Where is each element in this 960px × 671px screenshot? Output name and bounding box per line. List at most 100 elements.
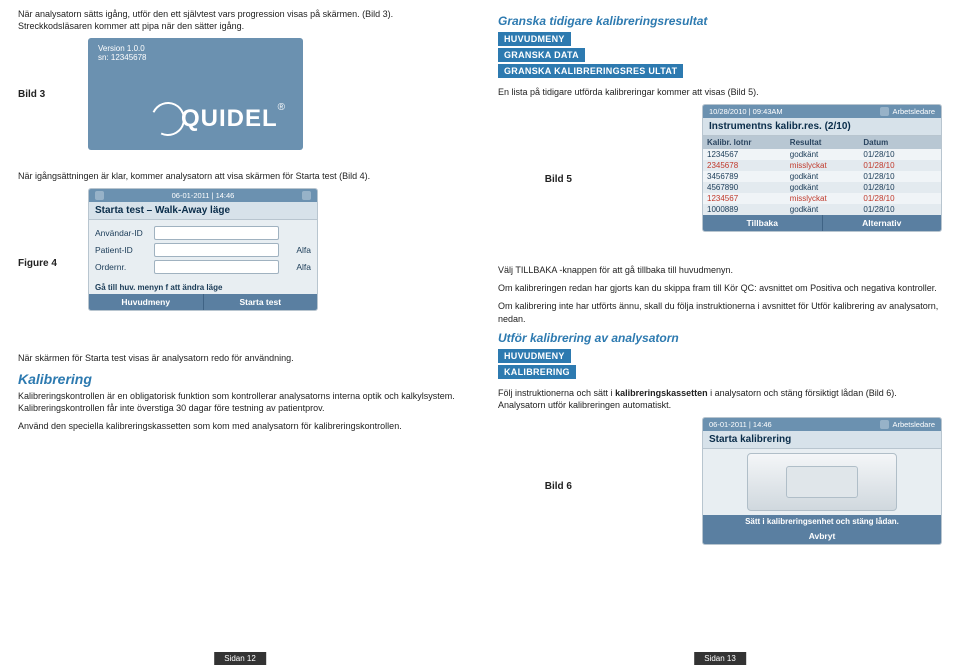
after-menu2-text: Följ instruktionerna och sätt i kalibrer… bbox=[498, 387, 942, 411]
right-heading2: Utför kalibrering av analysatorn bbox=[498, 331, 942, 345]
lcd5-table-row[interactable]: 4567890godkänt01/28/10 bbox=[703, 182, 941, 193]
kalibrering-heading: Kalibrering bbox=[18, 371, 462, 387]
lcd6-buttons: Avbryt bbox=[703, 528, 941, 544]
lcd4-row-0-label: Användar-ID bbox=[95, 228, 150, 238]
lcd5-cell-lot: 1234567 bbox=[707, 150, 790, 159]
lcd5-cell-date: 01/28/10 bbox=[863, 150, 937, 159]
lcd5-cell-date: 01/28/10 bbox=[863, 194, 937, 203]
menu1-0: HUVUDMENY bbox=[498, 32, 571, 46]
lcd4-row-2-unit: Alfa bbox=[283, 262, 311, 272]
lcd4-row-1: Patient-ID Alfa bbox=[95, 243, 311, 257]
lcd5-role: Arbetsledare bbox=[892, 107, 935, 116]
lcd5-table: Kalibr. lotnr Resultat Datum 1234567godk… bbox=[703, 136, 941, 215]
lcd4-title: Starta test – Walk-Away läge bbox=[89, 202, 317, 220]
lcd5-table-row[interactable]: 1234567misslyckat01/28/10 bbox=[703, 193, 941, 204]
sn-text: sn: 12345678 bbox=[98, 53, 293, 62]
menu-box-1: HUVUDMENY GRANSKA DATA GRANSKA KALIBRERI… bbox=[498, 32, 942, 80]
lcd5-cell-res: godkänt bbox=[790, 205, 864, 214]
after-bild3-text: När igångsättningen är klar, kommer anal… bbox=[18, 170, 462, 182]
lcd4: 06-01-2011 | 14:46 Starta test – Walk-Aw… bbox=[88, 188, 318, 311]
print-icon bbox=[95, 191, 104, 200]
menu2-0: HUVUDMENY bbox=[498, 349, 571, 363]
bild3-label: Bild 3 bbox=[18, 89, 45, 100]
intro-text: När analysatorn sätts igång, utför den e… bbox=[18, 8, 462, 32]
page-right: Granska tidigare kalibreringsresultat HU… bbox=[480, 0, 960, 671]
lcd4-row-0-field[interactable] bbox=[154, 226, 279, 240]
version-text: Version 1.0.0 bbox=[98, 44, 293, 53]
lcd5-col-res: Resultat bbox=[790, 138, 864, 147]
lcd5-cell-res: godkänt bbox=[790, 172, 864, 181]
lcd5-cell-lot: 4567890 bbox=[707, 183, 790, 192]
lcd5-cell-date: 01/28/10 bbox=[863, 183, 937, 192]
lcd5-cell-res: misslyckat bbox=[790, 161, 864, 170]
lcd5-cell-lot: 1234567 bbox=[707, 194, 790, 203]
bild5-row: Bild 5 10/28/2010 | 09:43AM Arbetsledare… bbox=[498, 104, 942, 254]
menu-box-2: HUVUDMENY KALIBRERING bbox=[498, 349, 942, 381]
bild6-row: Bild 6 06-01-2011 | 14:46 Arbetsledare S… bbox=[498, 417, 942, 557]
user-icon bbox=[880, 107, 889, 116]
right-heading: Granska tidigare kalibreringsresultat bbox=[498, 14, 942, 28]
footer-left: Sidan 12 bbox=[214, 652, 266, 665]
lcd4-row-0: Användar-ID bbox=[95, 226, 311, 240]
lcd4-row-1-field[interactable] bbox=[154, 243, 279, 257]
lcd5-cell-date: 01/28/10 bbox=[863, 205, 937, 214]
bild6-label: Bild 6 bbox=[545, 481, 572, 492]
lcd5-cell-res: godkänt bbox=[790, 150, 864, 159]
lcd5-table-row[interactable]: 2345678misslyckat01/28/10 bbox=[703, 160, 941, 171]
figure4-row: Figure 4 06-01-2011 | 14:46 Starta test … bbox=[18, 188, 462, 338]
user-icon bbox=[880, 420, 889, 429]
lcd5-cell-date: 01/28/10 bbox=[863, 172, 937, 181]
lcd4-note: Gå till huv. menyn f att ändra läge bbox=[89, 281, 317, 294]
lcd4-row-2-field[interactable] bbox=[154, 260, 279, 274]
bild3-card: Version 1.0.0 sn: 12345678 QUIDEL® bbox=[88, 38, 303, 150]
quidel-logo: QUIDEL® bbox=[151, 102, 285, 136]
lcd4-btn-start[interactable]: Starta test bbox=[203, 294, 318, 310]
lcd6-title: Starta kalibrering bbox=[703, 431, 941, 449]
after-menu1-text: En lista på tidigare utförda kalibrering… bbox=[498, 86, 942, 98]
kalibrering-p2: Använd den speciella kalibreringskassett… bbox=[18, 420, 462, 432]
lcd5-col-lot: Kalibr. lotnr bbox=[707, 138, 790, 147]
lcd5-buttons: Tillbaka Alternativ bbox=[703, 215, 941, 231]
lcd4-body: Användar-ID Patient-ID Alfa Ordernr. Alf… bbox=[89, 220, 317, 281]
page-left: När analysatorn sätts igång, utför den e… bbox=[0, 0, 480, 671]
lcd4-btn-main[interactable]: Huvudmeny bbox=[89, 294, 203, 310]
lcd5-btn-options[interactable]: Alternativ bbox=[822, 215, 942, 231]
lcd5-table-header: Kalibr. lotnr Resultat Datum bbox=[703, 136, 941, 149]
after-menu2-a: Följ instruktionerna och sätt i bbox=[498, 388, 615, 398]
lcd6-topbar: 06-01-2011 | 14:46 Arbetsledare bbox=[703, 418, 941, 431]
lcd5-table-row[interactable]: 1234567godkänt01/28/10 bbox=[703, 149, 941, 160]
lcd5-cell-lot: 1000889 bbox=[707, 205, 790, 214]
lcd5-cell-lot: 2345678 bbox=[707, 161, 790, 170]
bild5-label: Bild 5 bbox=[545, 174, 572, 185]
lcd5-cell-res: godkänt bbox=[790, 183, 864, 192]
menu2-1: KALIBRERING bbox=[498, 365, 576, 379]
lcd5-table-row[interactable]: 1000889godkänt01/28/10 bbox=[703, 204, 941, 215]
lcd5-table-row[interactable]: 3456789godkänt01/28/10 bbox=[703, 171, 941, 182]
lcd6-btn-cancel[interactable]: Avbryt bbox=[703, 528, 941, 544]
lcd6: 06-01-2011 | 14:46 Arbetsledare Starta k… bbox=[702, 417, 942, 545]
lcd4-datetime: 06-01-2011 | 14:46 bbox=[172, 191, 235, 200]
registered-icon: ® bbox=[278, 102, 285, 113]
lcd6-band: Sätt i kalibreringsenhet och stäng lådan… bbox=[703, 515, 941, 528]
lcd4-buttons: Huvudmeny Starta test bbox=[89, 294, 317, 310]
figure4-label: Figure 4 bbox=[18, 258, 57, 269]
lcd4-topbar: 06-01-2011 | 14:46 bbox=[89, 189, 317, 202]
lcd4-row-2-label: Ordernr. bbox=[95, 262, 150, 272]
menu1-2: GRANSKA KALIBRERINGSRES ULTAT bbox=[498, 64, 683, 78]
kalibrering-p1: Kalibreringskontrollen är en obligatoris… bbox=[18, 390, 462, 414]
lcd5-btn-back[interactable]: Tillbaka bbox=[703, 215, 822, 231]
lcd4-row-1-label: Patient-ID bbox=[95, 245, 150, 255]
lcd5-topbar: 10/28/2010 | 09:43AM Arbetsledare bbox=[703, 105, 941, 118]
lcd6-datetime: 06-01-2011 | 14:46 bbox=[709, 420, 772, 429]
lcd4-row-1-unit: Alfa bbox=[283, 245, 311, 255]
lcd4-row-2: Ordernr. Alfa bbox=[95, 260, 311, 274]
user-icon bbox=[302, 191, 311, 200]
after5-p1: Välj TILLBAKA -knappen för att gå tillba… bbox=[498, 264, 942, 276]
quidel-brand-text: QUIDEL bbox=[181, 105, 278, 132]
lcd5: 10/28/2010 | 09:43AM Arbetsledare Instru… bbox=[702, 104, 942, 232]
lcd5-cell-res: misslyckat bbox=[790, 194, 864, 203]
after5-p2: Om kalibreringen redan har gjorts kan du… bbox=[498, 282, 942, 294]
footer-right: Sidan 13 bbox=[694, 652, 746, 665]
menu1-1: GRANSKA DATA bbox=[498, 48, 585, 62]
after5-p3: Om kalibrering inte har utförts ännu, sk… bbox=[498, 300, 942, 324]
